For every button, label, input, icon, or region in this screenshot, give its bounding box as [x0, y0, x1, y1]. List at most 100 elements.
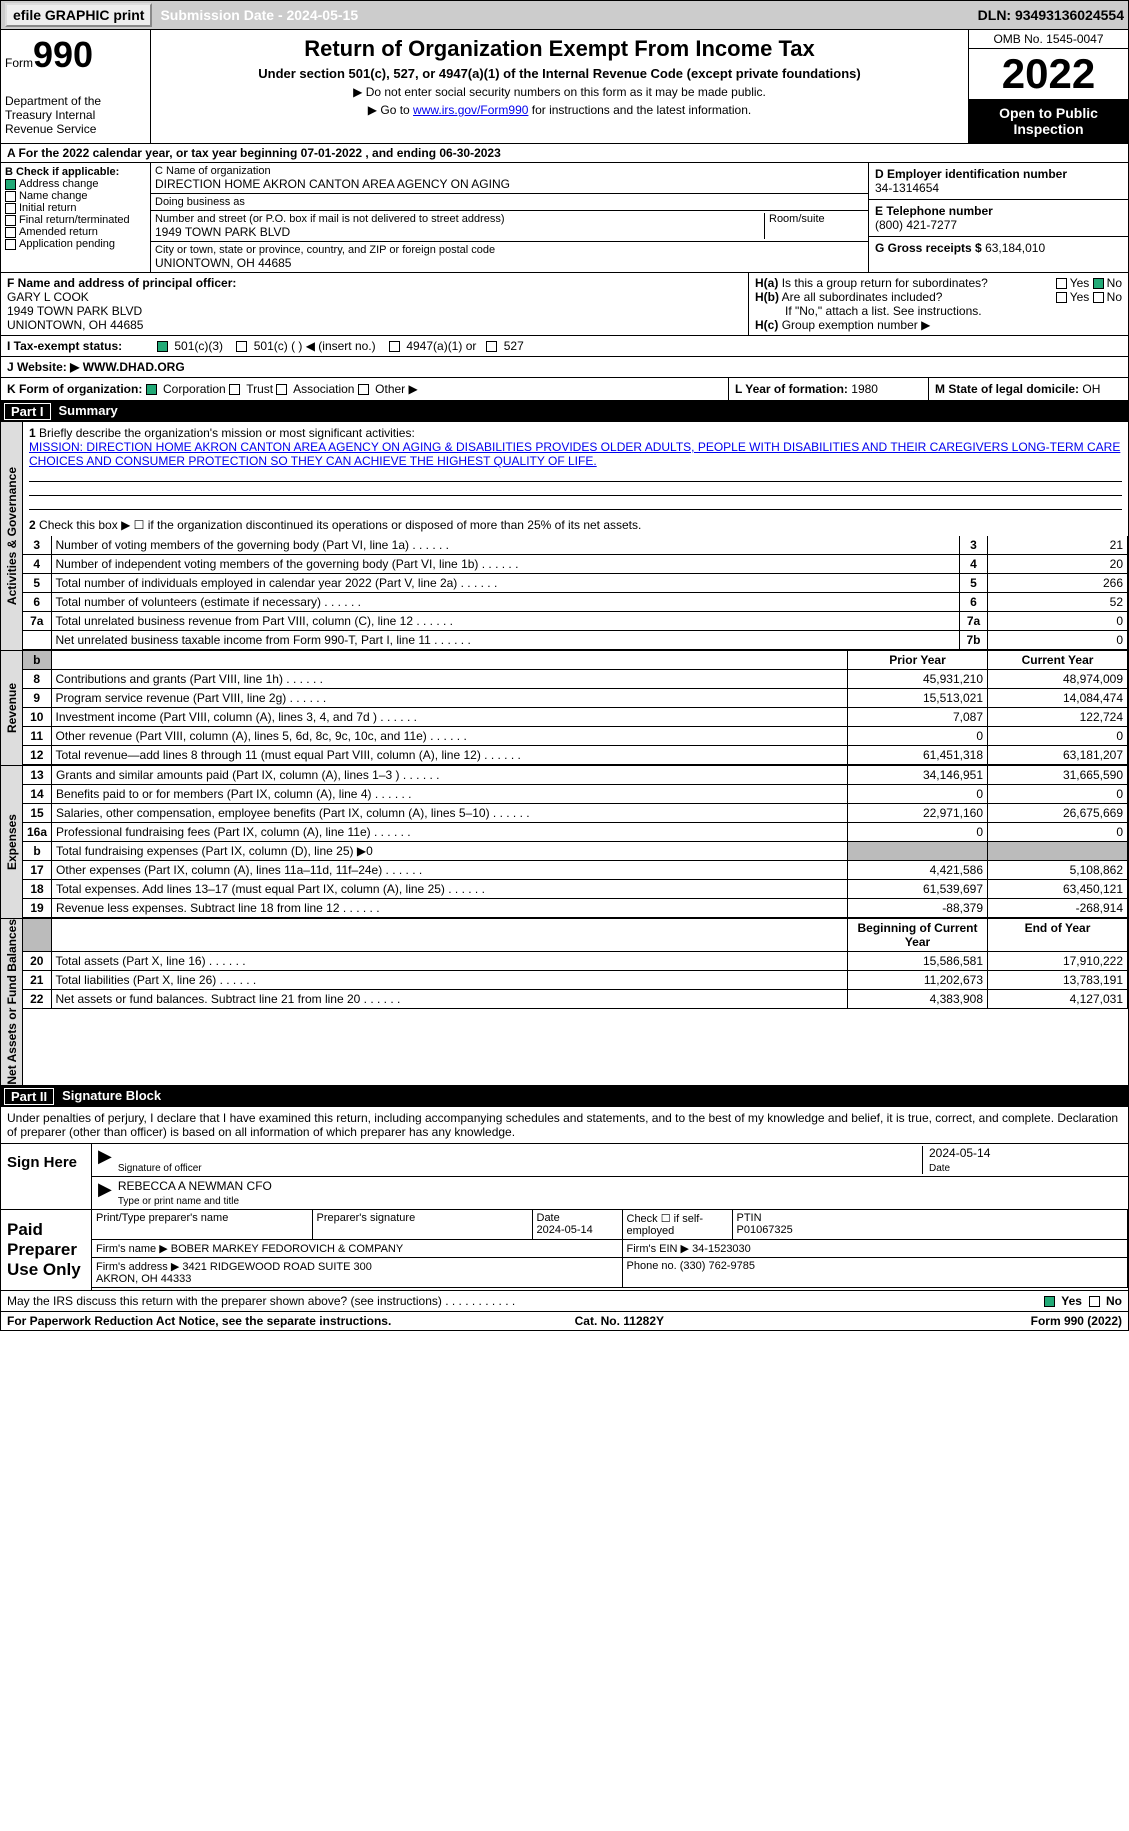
checkbox-icon[interactable]: [236, 341, 247, 352]
net-table: Beginning of Current YearEnd of Year 20T…: [23, 919, 1128, 1009]
blank-line: [29, 468, 1122, 482]
table-row: 3Number of voting members of the governi…: [23, 536, 1128, 555]
submission-date: Submission Date - 2024-05-15: [160, 7, 358, 23]
sign-here-label: Sign Here: [1, 1144, 91, 1209]
checkbox-icon[interactable]: [229, 384, 240, 395]
header-right: OMB No. 1545-0047 2022 Open to Public In…: [968, 30, 1128, 143]
table-row: 11Other revenue (Part VIII, column (A), …: [23, 727, 1128, 746]
part-ii-bar: Part II Signature Block: [0, 1086, 1129, 1107]
checkbox-on-icon[interactable]: [1093, 278, 1104, 289]
table-row: 8Contributions and grants (Part VIII, li…: [23, 670, 1128, 689]
sig-officer-line: ▶ Signature of officer 2024-05-14Date: [92, 1144, 1128, 1177]
table-row: 14Benefits paid to or for members (Part …: [23, 785, 1128, 804]
blank-line: [29, 482, 1122, 496]
org-street: 1949 TOWN PARK BLVD: [155, 225, 764, 239]
side-tab-exp: Expenses: [1, 766, 23, 918]
open-to-public: Open to Public Inspection: [969, 99, 1128, 143]
table-row: 21Total liabilities (Part X, line 26) . …: [23, 971, 1128, 990]
checkbox-icon[interactable]: [1056, 292, 1067, 303]
ptin: P01067325: [737, 1224, 793, 1236]
line-2: 2 Check this box ▶ ☐ if the organization…: [23, 514, 1128, 536]
officer-name: REBECCA A NEWMAN CFO: [118, 1179, 272, 1193]
checkbox-icon[interactable]: [358, 384, 369, 395]
c-street-row: Number and street (or P.O. box if mail i…: [151, 211, 868, 242]
ck-amended-return[interactable]: Amended return: [5, 226, 146, 238]
checkbox-icon[interactable]: [1089, 1296, 1100, 1307]
checkbox-on-icon: [5, 179, 16, 190]
efile-print-button[interactable]: efile GRAPHIC print: [5, 3, 152, 27]
checkbox-icon[interactable]: [1093, 292, 1104, 303]
table-row: 17Other expenses (Part IX, column (A), l…: [23, 861, 1128, 880]
org-city: UNIONTOWN, OH 44685: [155, 256, 864, 270]
table-row: 19Revenue less expenses. Subtract line 1…: [23, 899, 1128, 918]
side-tab-rev: Revenue: [1, 651, 23, 765]
e-phone: E Telephone number (800) 421-7277: [869, 200, 1128, 237]
website-url: WWW.DHAD.ORG: [83, 360, 185, 374]
col-de: D Employer identification number 34-1314…: [868, 163, 1128, 272]
checkbox-icon[interactable]: [276, 384, 287, 395]
table-row: 13Grants and similar amounts paid (Part …: [23, 766, 1128, 785]
netassets-block: Net Assets or Fund Balances Beginning of…: [0, 919, 1129, 1086]
ck-initial-return[interactable]: Initial return: [5, 202, 146, 214]
arrow-icon: ▶: [98, 1146, 112, 1174]
checkbox-icon: [5, 227, 16, 238]
mission-block: 1 Briefly describe the organization's mi…: [23, 422, 1128, 514]
firm-phone: (330) 762-9785: [680, 1260, 755, 1272]
checkbox-on-icon[interactable]: [157, 341, 168, 352]
table-row: 12Total revenue—add lines 8 through 11 (…: [23, 746, 1128, 765]
footer: For Paperwork Reduction Act Notice, see …: [0, 1312, 1129, 1331]
table-row: 15Salaries, other compensation, employee…: [23, 804, 1128, 823]
form-note-2: ▶ Go to www.irs.gov/Form990 for instruct…: [157, 103, 962, 117]
firm-name: BOBER MARKEY FEDOROVICH & COMPANY: [171, 1243, 403, 1255]
h-group: H(a) Is this a group return for subordin…: [748, 273, 1128, 335]
side-tab-ag: Activities & Governance: [1, 422, 23, 650]
org-name: DIRECTION HOME AKRON CANTON AREA AGENCY …: [155, 177, 864, 191]
checkbox-on-icon[interactable]: [146, 384, 157, 395]
checkbox-icon[interactable]: [486, 341, 497, 352]
table-row: 20Total assets (Part X, line 16) . . . .…: [23, 952, 1128, 971]
firm-ein: 34-1523030: [692, 1243, 751, 1255]
ck-app-pending[interactable]: Application pending: [5, 238, 146, 250]
ck-name-change[interactable]: Name change: [5, 190, 146, 202]
d-ein: D Employer identification number 34-1314…: [869, 163, 1128, 200]
table-row: 5Total number of individuals employed in…: [23, 574, 1128, 593]
row-a-tax-year: A For the 2022 calendar year, or tax yea…: [0, 144, 1129, 163]
pycy-header: bPrior YearCurrent Year: [23, 651, 1128, 670]
table-row: bTotal fundraising expenses (Part IX, co…: [23, 842, 1128, 861]
table-row: 22Net assets or fund balances. Subtract …: [23, 990, 1128, 1009]
checkbox-on-icon[interactable]: [1044, 1296, 1055, 1307]
declaration: Under penalties of perjury, I declare th…: [1, 1107, 1128, 1143]
ck-address-change[interactable]: Address change: [5, 178, 146, 190]
form-word: Form: [5, 56, 33, 70]
paid-preparer-row: Paid Preparer Use Only Print/Type prepar…: [1, 1209, 1128, 1290]
col-b-checkboxes: B Check if applicable: Address change Na…: [1, 163, 151, 272]
checkbox-icon: [5, 203, 16, 214]
side-tab-net: Net Assets or Fund Balances: [1, 919, 23, 1085]
irs-link[interactable]: www.irs.gov/Form990: [413, 103, 528, 117]
table-row: 16aProfessional fundraising fees (Part I…: [23, 823, 1128, 842]
gov-table: 3Number of voting members of the governi…: [23, 536, 1128, 650]
block-fh: F Name and address of principal officer:…: [0, 273, 1129, 336]
sig-name-line: ▶ REBECCA A NEWMAN CFOType or print name…: [92, 1177, 1128, 1209]
table-row: 9Program service revenue (Part VIII, lin…: [23, 689, 1128, 708]
dept-treasury: Department of the Treasury Internal Reve…: [5, 94, 146, 136]
checkbox-icon[interactable]: [1056, 278, 1067, 289]
header-center: Return of Organization Exempt From Incom…: [151, 30, 968, 143]
form-title: Return of Organization Exempt From Incom…: [157, 36, 962, 62]
top-bar: efile GRAPHIC print Submission Date - 20…: [0, 0, 1129, 30]
bcyecy-header: Beginning of Current YearEnd of Year: [23, 919, 1128, 952]
h-b-note: If "No," attach a list. See instructions…: [755, 304, 1122, 318]
header-left: Form990 Department of the Treasury Inter…: [1, 30, 151, 143]
table-row: 18Total expenses. Add lines 13–17 (must …: [23, 880, 1128, 899]
may-discuss: May the IRS discuss this return with the…: [0, 1291, 1129, 1312]
row-klm: K Form of organization: Corporation Trus…: [0, 378, 1129, 401]
table-row: Net unrelated business taxable income fr…: [23, 631, 1128, 650]
g-gross: G Gross receipts $ 63,184,010: [869, 237, 1128, 259]
rev-table: bPrior YearCurrent Year 8Contributions a…: [23, 651, 1128, 765]
c-name-row: C Name of organization DIRECTION HOME AK…: [151, 163, 868, 194]
col-c-org-info: C Name of organization DIRECTION HOME AK…: [151, 163, 868, 272]
l-year-formation: L Year of formation: 1980: [728, 378, 928, 400]
checkbox-icon[interactable]: [389, 341, 400, 352]
f-officer: F Name and address of principal officer:…: [1, 273, 748, 335]
ck-final-return[interactable]: Final return/terminated: [5, 214, 146, 226]
